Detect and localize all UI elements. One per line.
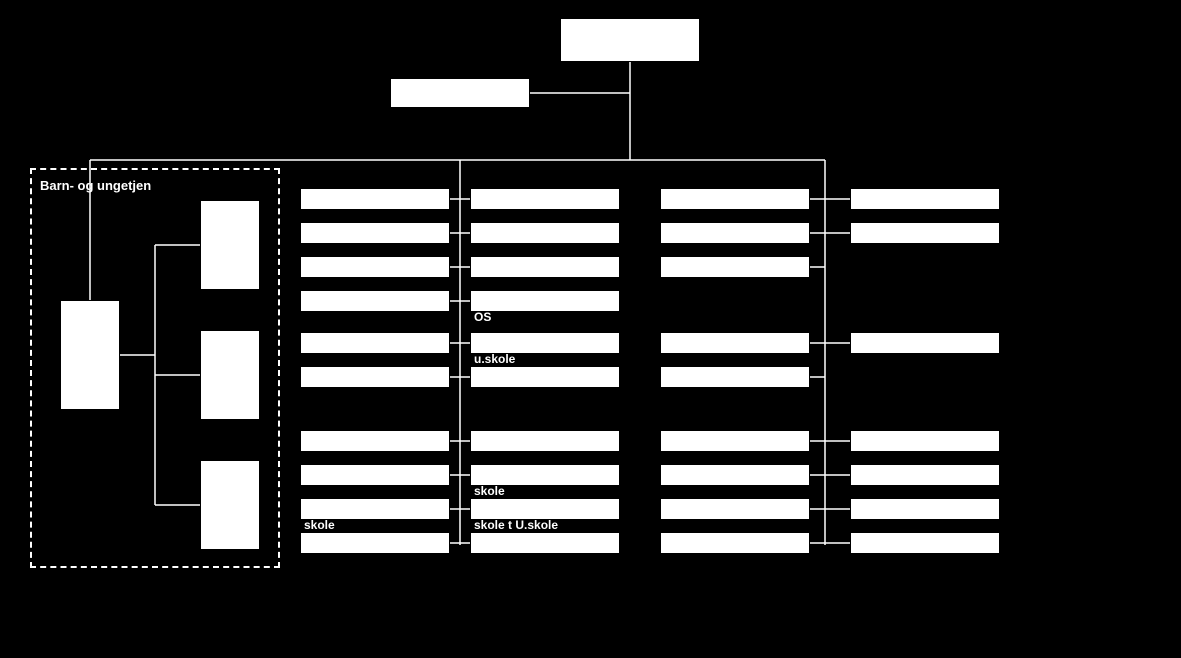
c2-item bbox=[470, 222, 620, 244]
c1-item bbox=[300, 256, 450, 278]
c3-item bbox=[660, 498, 810, 520]
c2-item bbox=[470, 332, 620, 354]
c2-overflow: skole bbox=[474, 484, 505, 498]
c2-item bbox=[470, 188, 620, 210]
c1-item bbox=[300, 498, 450, 520]
c2-item bbox=[470, 532, 620, 554]
c3-item bbox=[660, 332, 810, 354]
c2-item bbox=[470, 366, 620, 388]
staff-node bbox=[390, 78, 530, 108]
c3-item bbox=[660, 256, 810, 278]
c1-item bbox=[300, 366, 450, 388]
left-sub3-box bbox=[200, 460, 260, 550]
c2-item bbox=[470, 290, 620, 312]
c4-item bbox=[850, 498, 1000, 520]
c3-item bbox=[660, 464, 810, 486]
c1-item bbox=[300, 290, 450, 312]
root-node bbox=[560, 18, 700, 62]
c4-item bbox=[850, 188, 1000, 210]
c4-item bbox=[850, 430, 1000, 452]
c2-overflow: OS bbox=[474, 310, 491, 324]
c2-item bbox=[470, 498, 620, 520]
c1-item bbox=[300, 222, 450, 244]
c1-item bbox=[300, 188, 450, 210]
c1-item bbox=[300, 464, 450, 486]
c3-item bbox=[660, 188, 810, 210]
c1-overflow: skole bbox=[304, 518, 335, 532]
c1-item bbox=[300, 332, 450, 354]
left-sub2-box bbox=[200, 330, 260, 420]
c2-overflow: skole t U.skole bbox=[474, 518, 558, 532]
c3-item bbox=[660, 222, 810, 244]
c2-item bbox=[470, 430, 620, 452]
c2-item bbox=[470, 256, 620, 278]
c4-item bbox=[850, 532, 1000, 554]
c2-overflow: u.skole bbox=[474, 352, 515, 366]
left-sub1-box bbox=[200, 200, 260, 290]
c3-item bbox=[660, 532, 810, 554]
left-main-box bbox=[60, 300, 120, 410]
c2-item bbox=[470, 464, 620, 486]
c3-item bbox=[660, 366, 810, 388]
c4-item bbox=[850, 332, 1000, 354]
group-label: Barn- og ungetjen bbox=[40, 178, 151, 193]
c4-item bbox=[850, 464, 1000, 486]
c1-item bbox=[300, 430, 450, 452]
c4-item bbox=[850, 222, 1000, 244]
c1-item bbox=[300, 532, 450, 554]
c3-item bbox=[660, 430, 810, 452]
